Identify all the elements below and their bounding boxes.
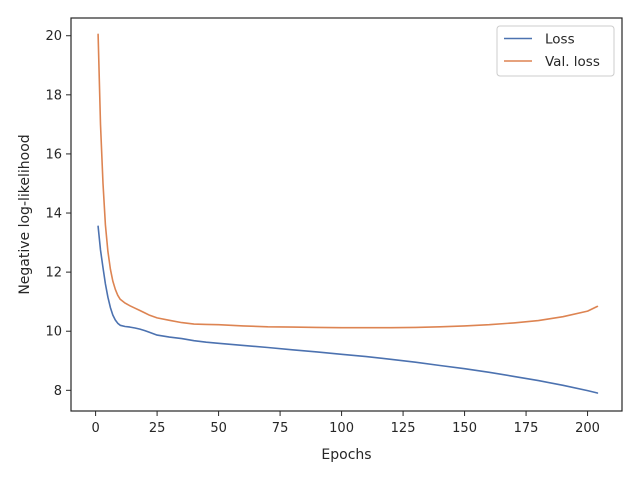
- legend-label-loss: Loss: [545, 32, 575, 48]
- series-line-val-loss: [97, 33, 599, 329]
- x-tick-label: 75: [272, 421, 289, 436]
- plot-frame: [70, 17, 623, 412]
- x-tick-label: 50: [210, 421, 227, 436]
- x-axis-label: Epochs: [321, 447, 371, 463]
- legend-label-val-loss: Val. loss: [545, 54, 600, 70]
- y-tick-label: 16: [45, 147, 62, 162]
- legend: Loss Val. loss: [496, 25, 615, 77]
- plot-area: [71, 18, 622, 411]
- y-tick-label: 10: [45, 325, 62, 340]
- x-axis-ticks: 0 25 50 75 100 125 150 175 200: [91, 411, 600, 436]
- x-tick-label: 200: [575, 421, 600, 436]
- y-tick-label: 8: [54, 384, 62, 399]
- x-tick-label: 175: [514, 421, 539, 436]
- y-tick-label: 12: [45, 266, 62, 281]
- y-axis-ticks: 8 10 12 14 16 18 20: [45, 29, 71, 399]
- x-tick-label: 25: [149, 421, 166, 436]
- x-tick-label: 0: [91, 421, 99, 436]
- x-tick-label: 100: [329, 421, 354, 436]
- y-tick-label: 14: [45, 207, 62, 222]
- y-axis-label: Negative log-likelihood: [17, 134, 33, 294]
- series-lines: [97, 33, 599, 394]
- x-tick-label: 125: [391, 421, 416, 436]
- series-line-loss: [97, 225, 599, 394]
- y-tick-label: 20: [45, 29, 62, 44]
- x-tick-label: 150: [452, 421, 477, 436]
- y-tick-label: 18: [45, 88, 62, 103]
